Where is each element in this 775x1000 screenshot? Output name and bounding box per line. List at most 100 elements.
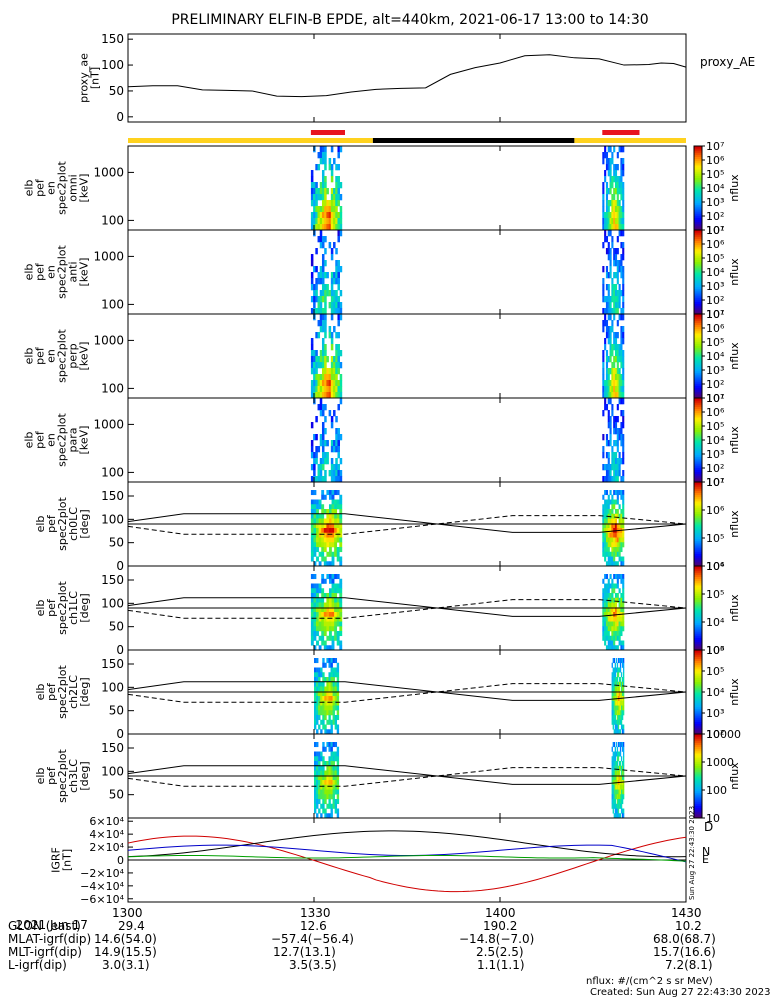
- pa_ch3-cbar-cell: [694, 790, 702, 794]
- pa_ch2-cell: [621, 705, 624, 711]
- pa_ch0-cell: [310, 528, 314, 534]
- pa_ch0-cell: [328, 551, 332, 557]
- pa_ch2-cell: [611, 705, 613, 711]
- pa_ch1-cell: [607, 631, 610, 637]
- spec_para-cell: [613, 470, 616, 477]
- pa_ch1-cell: [605, 583, 609, 589]
- pa_ch2-cell: [613, 672, 615, 678]
- pa_ch2-cell: [614, 686, 617, 692]
- pa_ch2-cell: [619, 715, 622, 721]
- spec_perp-cell: [330, 344, 334, 351]
- pa_ch3-cell: [621, 813, 624, 819]
- spec_anti-cell: [618, 260, 621, 267]
- spec_omni-cell: [315, 188, 318, 195]
- spec_para-ylabel-line-3: spec2plot: [56, 413, 69, 467]
- spec_omni-cbar-cell: [694, 179, 702, 183]
- spec_para-cbar-cell: [694, 416, 702, 420]
- pa_ch2-cell: [320, 696, 323, 702]
- spec_omni-cell: [324, 188, 327, 195]
- pa_ch0-cbar-cell: [694, 503, 702, 506]
- pa_ch0-cell: [605, 518, 609, 524]
- pa_ch3-cell: [322, 770, 325, 776]
- pa_ch3-cbar-cell: [694, 815, 702, 819]
- spec_anti-cell: [605, 284, 609, 291]
- pa_ch1-cell: [326, 635, 330, 641]
- pa_ch1-cell: [616, 583, 619, 589]
- pa_ch1-ylabel-line-2: spec2plot: [56, 581, 69, 635]
- spec_omni-cell: [614, 218, 618, 225]
- pa_ch3-cell: [326, 794, 329, 800]
- spec_perp-cell: [319, 362, 323, 369]
- spec_omni-cell: [607, 170, 610, 177]
- spec_perp-cbar-label: 10²: [706, 378, 724, 391]
- spec_para-cell: [333, 470, 336, 477]
- spec_anti-cell: [613, 284, 616, 291]
- pa_ch0-cell: [339, 528, 343, 534]
- spec_anti-cell: [607, 308, 610, 315]
- pa_ch2-cell: [334, 700, 338, 706]
- spec_perp-cell: [607, 332, 610, 339]
- pa_ch3-cbar-label: 100: [706, 784, 727, 797]
- pa_ch1-cell: [616, 616, 619, 622]
- spec_anti-cell: [313, 302, 316, 309]
- pa_ch1-cbar-cell: [694, 624, 702, 628]
- pa_ch3-cell: [314, 803, 317, 809]
- pa_ch3-cell: [334, 803, 338, 809]
- pa_ch3-cell: [621, 775, 624, 781]
- pa_ch3-cell: [318, 789, 321, 795]
- spec_perp-ylabel-line-3: spec2plot: [56, 329, 69, 383]
- pa_ch2-cell: [613, 686, 615, 692]
- spec_perp-cell: [602, 362, 605, 369]
- spec_para-ylabel-line-5: [keV]: [78, 426, 91, 455]
- spec_anti-cell: [609, 260, 612, 267]
- spec_perp-cell: [335, 368, 338, 375]
- spec_perp-ylabel-line-0: elb: [23, 348, 36, 365]
- pa_ch0-cell: [316, 532, 319, 538]
- proxy-ae-frame: [127, 33, 687, 123]
- pa_ch2-cell: [618, 658, 621, 664]
- pa_ch3-cell: [614, 813, 617, 819]
- pa_ch0-cell: [616, 532, 619, 538]
- spec_para-cell: [339, 434, 343, 441]
- pa_ch2-ytick-label: 150: [101, 657, 124, 671]
- pa_ch0-cell: [331, 504, 335, 510]
- pa_ch3-cell: [615, 765, 618, 771]
- pa_ch1-cell: [316, 640, 319, 646]
- pa_ch3-cell: [617, 770, 620, 776]
- pa_ch0-cell: [622, 523, 625, 529]
- spec_anti-cell: [622, 254, 625, 261]
- spec_anti-cbar-cell: [694, 288, 702, 292]
- pa_ch0-cell: [313, 561, 317, 567]
- spec_perp-cell: [310, 338, 314, 345]
- pa_ch3-cell: [621, 765, 624, 771]
- pa_ch0-cell: [334, 547, 338, 553]
- spec_perp-cell: [313, 380, 316, 387]
- pa_ch2-cell: [612, 677, 614, 683]
- pa_ch2-cell: [616, 681, 619, 687]
- pa_ch2-cell: [617, 705, 620, 711]
- pa_ch2-cell: [322, 662, 325, 668]
- igrf-ylabel-line-1: [nT]: [61, 849, 74, 871]
- pa_ch3-cbar-cell: [694, 769, 702, 773]
- pa_ch1-cell: [313, 602, 317, 608]
- spec_omni-cell: [611, 152, 614, 159]
- pa_ch0-cell: [316, 509, 319, 515]
- pa_ch3-cell: [617, 799, 620, 805]
- spec_omni-cell: [616, 212, 619, 219]
- spec_para-cell: [607, 458, 610, 465]
- pa_ch0-cbar-cell: [694, 555, 702, 559]
- spec_para-cell: [622, 452, 625, 459]
- pa_ch2-cell: [332, 715, 335, 721]
- pa_ch3-cell: [334, 775, 338, 781]
- spec_perp-cbar-cell: [694, 387, 702, 391]
- pa_ch2-cell: [611, 691, 613, 697]
- pa_ch0-cell: [326, 528, 330, 534]
- pa_ch1-cell: [316, 621, 319, 627]
- pa_ch2-cell: [618, 705, 621, 711]
- spec_anti-cbar-cell: [694, 238, 702, 241]
- spec_perp-cell: [622, 338, 625, 345]
- pa_ch2-cbar-cell: [694, 708, 702, 712]
- spec_omni-cell: [333, 218, 336, 225]
- spec_omni-cell: [613, 176, 616, 183]
- pa_ch3-cell: [328, 742, 331, 748]
